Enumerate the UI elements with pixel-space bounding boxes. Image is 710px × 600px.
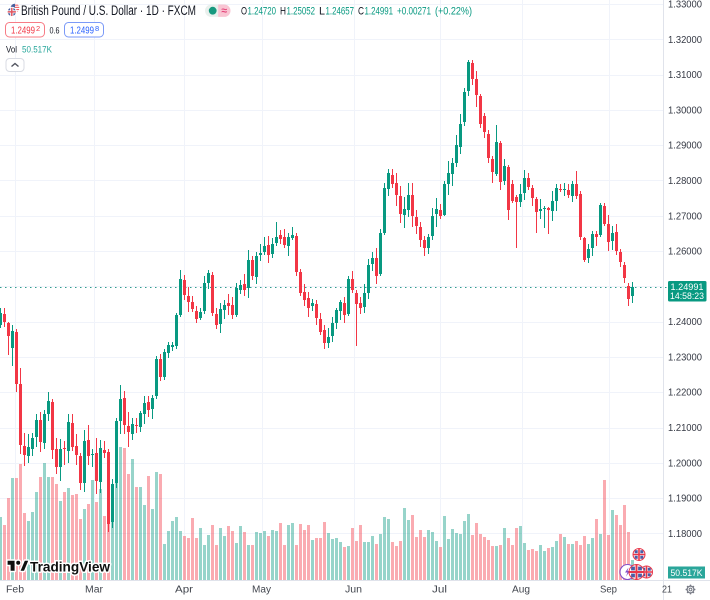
- svg-text:British Pound / U.S. Dollar ·: British Pound / U.S. Dollar · 1D · FXCM: [21, 3, 196, 18]
- svg-text:1.30000: 1.30000: [668, 105, 702, 116]
- svg-text:14:58:23: 14:58:23: [670, 291, 704, 301]
- svg-text:+0.00271: +0.00271: [397, 6, 431, 18]
- svg-text:≈: ≈: [221, 5, 227, 17]
- svg-text:1.31000: 1.31000: [668, 70, 702, 81]
- svg-text:Aug: Aug: [512, 585, 530, 596]
- svg-text:Mar: Mar: [85, 585, 104, 596]
- svg-text:1.2499: 1.2499: [11, 26, 35, 37]
- svg-text:(+0.22%): (+0.22%): [435, 6, 472, 18]
- svg-text:1.28000: 1.28000: [668, 176, 702, 187]
- svg-text:1.27000: 1.27000: [668, 211, 702, 222]
- svg-text:1.26000: 1.26000: [668, 247, 702, 258]
- svg-text:1.24991: 1.24991: [671, 282, 704, 292]
- svg-text:Apr: Apr: [175, 585, 194, 596]
- svg-text:1.29000: 1.29000: [668, 141, 702, 152]
- svg-text:Vol: Vol: [6, 45, 17, 56]
- svg-text:50.517K: 50.517K: [671, 568, 704, 578]
- svg-text:1.24000: 1.24000: [668, 317, 702, 328]
- svg-text:1.23000: 1.23000: [668, 352, 702, 363]
- svg-text:2: 2: [36, 24, 40, 33]
- svg-text:TradingView: TradingView: [30, 560, 110, 575]
- svg-text:Feb: Feb: [6, 585, 24, 596]
- svg-text:1.25052: 1.25052: [287, 6, 316, 18]
- svg-text:50.517K: 50.517K: [22, 45, 53, 56]
- svg-text:1.18000: 1.18000: [668, 529, 702, 540]
- svg-text:L: L: [319, 6, 325, 18]
- svg-text:O: O: [241, 6, 247, 18]
- svg-text:Sep: Sep: [600, 585, 617, 596]
- svg-text:1.2499: 1.2499: [70, 26, 94, 37]
- svg-text:Jun: Jun: [345, 585, 362, 596]
- svg-text:1.19000: 1.19000: [668, 494, 702, 505]
- svg-text:1.24991: 1.24991: [365, 6, 394, 18]
- svg-text:21: 21: [662, 585, 672, 596]
- svg-text:1.22000: 1.22000: [668, 388, 702, 399]
- svg-text:1.33000: 1.33000: [668, 0, 702, 11]
- svg-text:H: H: [280, 6, 286, 18]
- svg-text:1.32000: 1.32000: [668, 35, 702, 46]
- svg-text:1.21000: 1.21000: [668, 423, 702, 434]
- svg-text:1.24720: 1.24720: [248, 6, 277, 18]
- svg-text:8: 8: [95, 24, 99, 33]
- svg-text:C: C: [358, 6, 364, 18]
- svg-text:1.24657: 1.24657: [326, 6, 355, 18]
- svg-text:0.6: 0.6: [50, 26, 60, 37]
- svg-text:May: May: [252, 585, 271, 596]
- svg-text:Jul: Jul: [432, 585, 447, 596]
- svg-text:1.20000: 1.20000: [668, 458, 702, 469]
